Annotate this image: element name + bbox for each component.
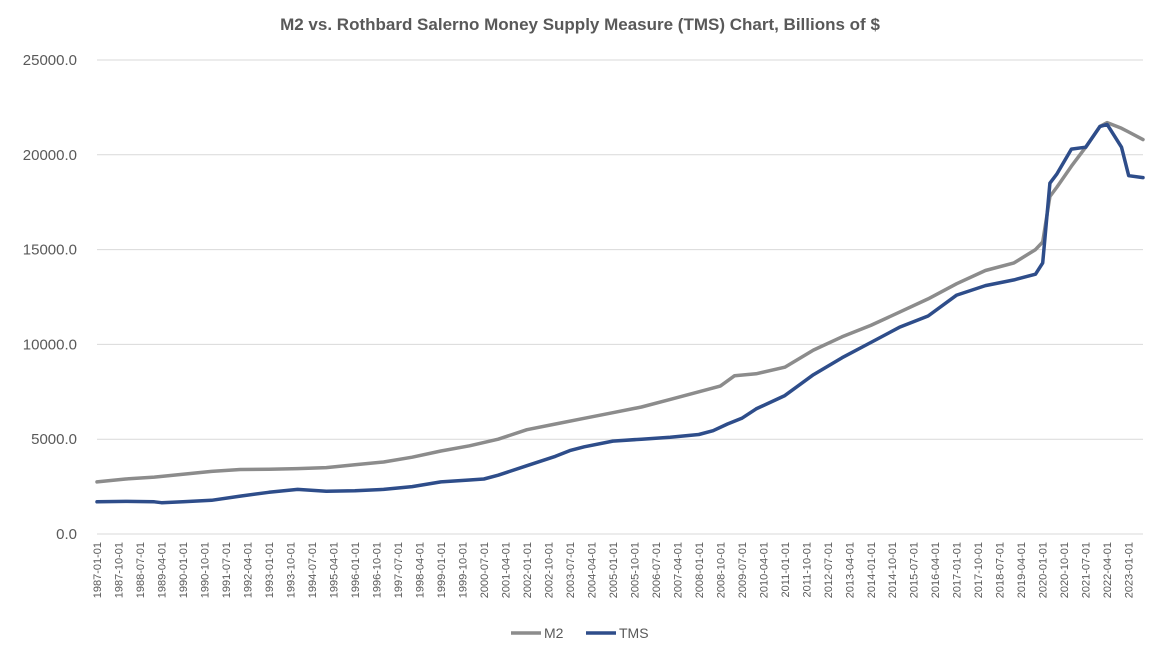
legend: M2 TMS — [511, 625, 649, 641]
legend-label-tms: TMS — [619, 625, 649, 641]
x-tick-label: 1998-04-01 — [414, 542, 426, 598]
x-tick-label: 1994-07-01 — [307, 542, 319, 598]
series-line-m2 — [95, 120, 1145, 484]
x-tick-label: 2017-10-01 — [973, 542, 985, 598]
x-tick-label: 2012-07-01 — [823, 542, 835, 598]
y-tick-label: 0.0 — [56, 526, 77, 543]
x-tick-label: 2014-01-01 — [866, 542, 878, 598]
x-tick-label: 1996-01-01 — [350, 542, 362, 598]
x-tick-label: 2015-07-01 — [909, 542, 921, 598]
x-tick-label: 2003-07-01 — [565, 542, 577, 598]
x-tick-label: 2017-01-01 — [952, 542, 964, 598]
x-tick-label: 2013-04-01 — [844, 542, 856, 598]
x-tick-label: 2008-01-01 — [694, 542, 706, 598]
x-tick-label: 2011-01-01 — [780, 542, 792, 597]
x-tick-label: 2004-04-01 — [586, 542, 598, 598]
y-tick-label: 10000.0 — [23, 336, 77, 353]
x-tick-label: 2016-04-01 — [930, 542, 942, 598]
x-tick-label: 1987-01-01 — [92, 542, 104, 598]
x-tick-label: 2007-04-01 — [672, 542, 684, 598]
x-tick-label: 1992-04-01 — [243, 542, 255, 598]
x-tick-label: 2001-04-01 — [500, 542, 512, 598]
x-tick-label: 1990-10-01 — [200, 542, 212, 598]
x-tick-label: 1996-10-01 — [371, 542, 383, 598]
x-tick-label: 1997-07-01 — [393, 542, 405, 598]
x-tick-label: 2006-07-01 — [651, 542, 663, 598]
x-tick-label: 2010-04-01 — [758, 542, 770, 598]
x-tick-label: 1991-07-01 — [221, 542, 233, 598]
x-axis-ticks: 1987-01-01 1987-10-01 1988-07-01 1989-04-01… — [92, 542, 1136, 598]
chart-title: M2 vs. Rothbard Salerno Money Supply Mea… — [280, 15, 880, 34]
x-tick-label: 2023-01-01 — [1124, 542, 1136, 598]
x-tick-label: 2021-07-01 — [1081, 542, 1093, 598]
x-tick-label: 2008-10-01 — [715, 542, 727, 598]
x-tick-label: 1988-07-01 — [135, 542, 147, 598]
x-tick-label: 2002-10-01 — [543, 542, 555, 598]
series-layer — [95, 120, 1145, 505]
x-tick-label: 2005-01-01 — [608, 542, 620, 598]
x-tick-label: 1989-04-01 — [157, 542, 169, 598]
x-tick-label: 1995-04-01 — [328, 542, 340, 598]
y-tick-label: 25000.0 — [23, 52, 77, 69]
x-tick-label: 2002-01-01 — [522, 542, 534, 598]
x-tick-label: 2009-07-01 — [737, 542, 749, 598]
grid-layer — [97, 59, 1143, 535]
x-tick-label: 2022-04-01 — [1102, 542, 1114, 598]
y-tick-label: 20000.0 — [23, 147, 77, 164]
x-tick-label: 2014-10-01 — [887, 542, 899, 598]
x-tick-label: 2020-10-01 — [1059, 542, 1071, 598]
y-tick-label: 15000.0 — [23, 242, 77, 259]
x-tick-label: 2005-10-01 — [629, 542, 641, 598]
series-line-tms — [95, 122, 1145, 505]
x-tick-label: 2018-07-01 — [995, 542, 1007, 598]
x-tick-label: 2020-01-01 — [1038, 542, 1050, 598]
x-tick-label: 1999-10-01 — [457, 542, 469, 598]
x-tick-label: 1987-10-01 — [114, 542, 126, 598]
x-tick-label: 1993-01-01 — [264, 542, 276, 598]
x-tick-label: 2000-07-01 — [479, 542, 491, 598]
x-tick-label: 1993-10-01 — [285, 542, 297, 598]
x-tick-label: 1990-01-01 — [178, 542, 190, 598]
legend-label-m2: M2 — [544, 625, 564, 641]
x-tick-label: 2011-10-01 — [801, 542, 813, 597]
y-axis-ticks: 0.0 5000.0 10000.0 15000.0 20000.0 25000.0 — [23, 52, 77, 543]
x-tick-label: 2019-04-01 — [1016, 542, 1028, 598]
x-tick-label: 1999-01-01 — [436, 542, 448, 598]
y-tick-label: 5000.0 — [31, 431, 77, 448]
